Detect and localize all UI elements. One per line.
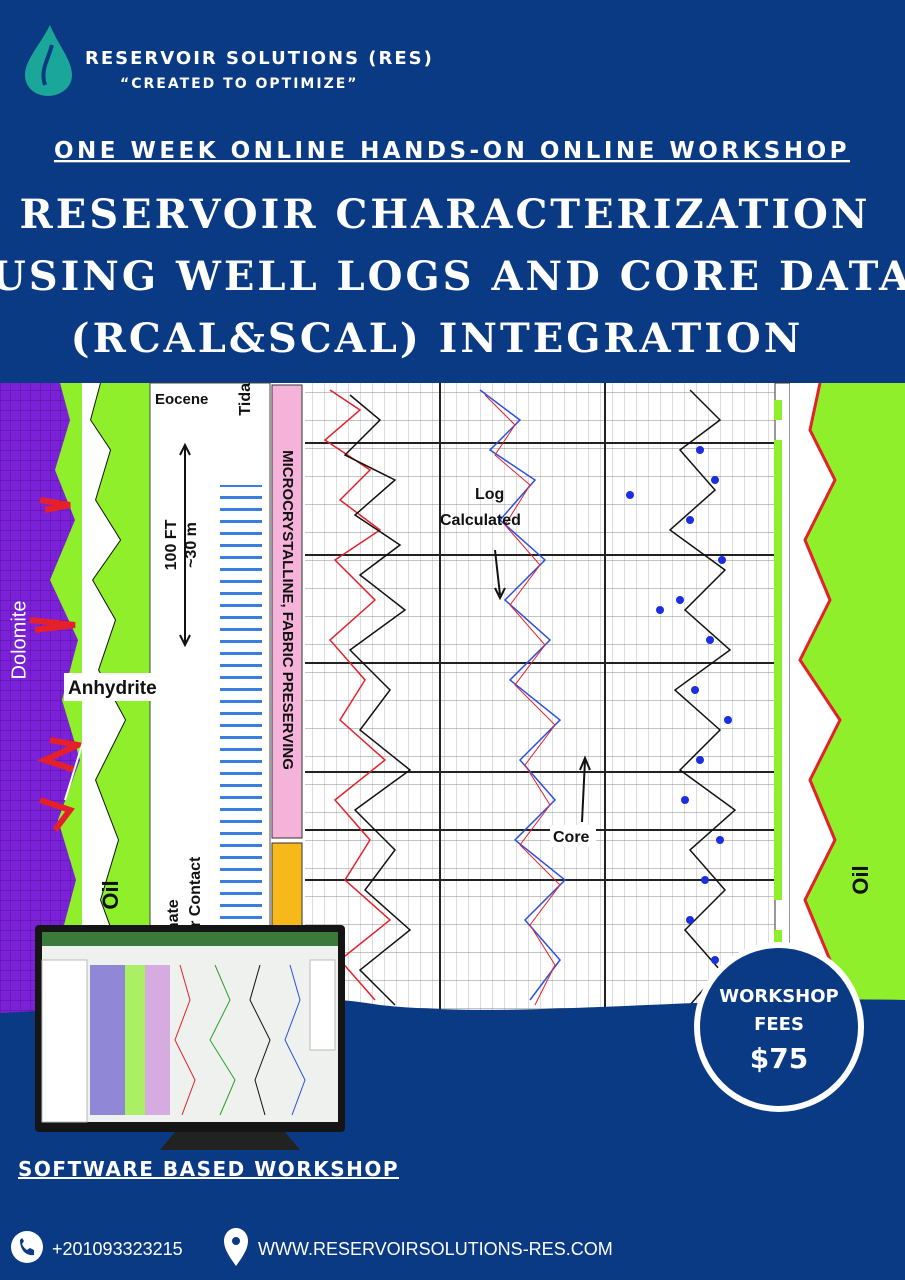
label-box — [550, 825, 596, 847]
location-icon — [224, 1228, 248, 1266]
badge-text: FEES — [754, 1014, 804, 1035]
figure-label: Oil — [848, 865, 873, 894]
tagline: “CREATED TO OPTIMIZE” — [120, 76, 358, 92]
arrow — [579, 755, 591, 823]
figure-label: Eocene — [155, 391, 208, 408]
title-line: USING WELL LOGS AND CORE DATA — [0, 253, 905, 300]
figure-label: Dolomite — [8, 601, 30, 680]
website[interactable]: WWW.RESERVOIRSOLUTIONS-RES.COM — [258, 1239, 613, 1259]
figure-label: MICROCRYSTALLINE, FABRIC PRESERVING — [279, 450, 296, 770]
figure-label: Tida — [237, 383, 254, 416]
figure-label: 100 FT — [163, 519, 180, 570]
figure-label: Calculated — [440, 512, 521, 529]
figure-label: Log — [475, 486, 504, 503]
monitor — [35, 925, 345, 1150]
phone-icon — [11, 1231, 43, 1263]
logo-cut — [41, 44, 54, 86]
figure-label: Core — [553, 829, 590, 846]
company-name: RESERVOIR SOLUTIONS (RES) — [85, 48, 434, 69]
figure-label: Anhydrite — [68, 678, 157, 699]
phone[interactable]: +201093323215 — [52, 1239, 183, 1259]
arrow — [494, 549, 506, 601]
figure-label: ~30 m — [183, 522, 200, 568]
figure-label: Oil — [98, 880, 123, 909]
phone-glyph — [20, 1238, 34, 1256]
software-note: SOFTWARE BASED WORKSHOP — [18, 1157, 399, 1181]
subtitle: ONE WEEK ONLINE HANDS-ON ONLINE WORKSHOP — [54, 138, 850, 164]
label-box — [64, 673, 184, 701]
title-line: RESERVOIR CHARACTERIZATION — [20, 191, 871, 238]
badge-text: WORKSHOP — [719, 986, 839, 1007]
badge-price: $75 — [750, 1042, 808, 1075]
location-dot — [232, 1237, 240, 1245]
title-line: (RCAL&SCAL) INTEGRATION — [71, 315, 804, 362]
pointer — [64, 702, 96, 801]
fee-badge — [694, 942, 864, 1112]
